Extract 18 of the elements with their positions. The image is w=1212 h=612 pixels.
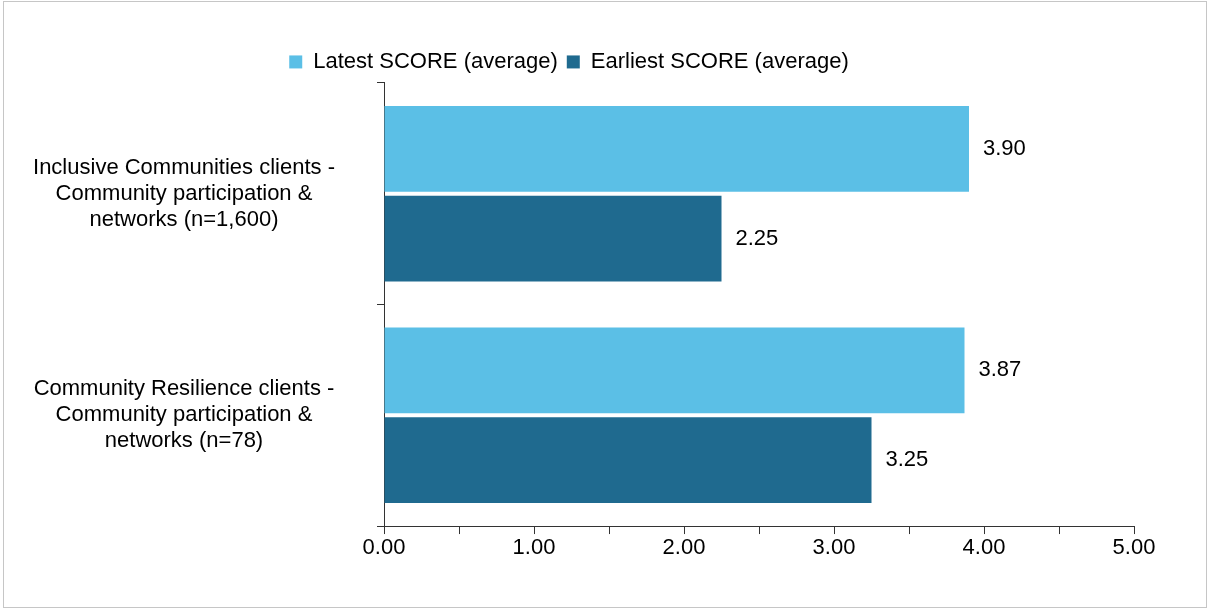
x-tick-label: 3.00	[812, 534, 856, 560]
bar	[384, 106, 969, 192]
x-tick-label: 2.00	[662, 534, 706, 560]
bar	[384, 417, 872, 503]
data-label: 3.25	[885, 446, 929, 472]
legend-label: Earliest SCORE (average)	[590, 48, 849, 73]
y-tick-label: Inclusive Communities clients - Community participation & networks (n=1,600)	[33, 153, 335, 231]
legend-label: Latest SCORE (average)	[313, 48, 558, 73]
bar	[384, 327, 965, 414]
x-tick-label: 1.00	[512, 534, 556, 560]
data-label: 3.87	[978, 356, 1022, 382]
data-label: 3.90	[983, 134, 1026, 160]
x-tick-label: 0.00	[362, 534, 406, 560]
bar	[384, 195, 722, 282]
data-label: 2.25	[735, 224, 779, 250]
x-tick-label: 4.00	[962, 534, 1006, 560]
y-tick-label: Community Resilience clients - Community participation & networks (n=78)	[33, 375, 335, 453]
x-tick-label: 5.00	[1112, 534, 1156, 560]
